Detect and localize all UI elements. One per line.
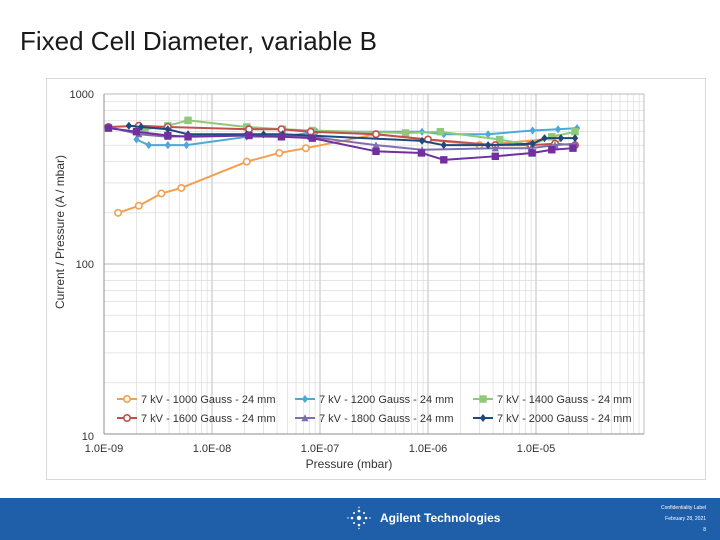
agilent-spark-icon <box>347 506 371 530</box>
data-point <box>548 146 556 154</box>
data-point <box>529 139 536 148</box>
legend-label: 7 kV - 1800 Gauss - 24 mm <box>319 413 454 425</box>
data-point <box>134 201 143 210</box>
legend-item: 7 kV - 1200 Gauss - 24 mm <box>295 394 454 406</box>
series-line <box>108 124 576 147</box>
data-point <box>164 125 172 134</box>
data-point <box>242 157 251 166</box>
data-point <box>495 135 504 144</box>
data-point <box>277 133 286 141</box>
legend-label: 7 kV - 1200 Gauss - 24 mm <box>319 394 454 406</box>
legend-label: 7 kV - 1600 Gauss - 24 mm <box>141 413 276 425</box>
data-point <box>436 128 445 136</box>
x-tick-label: 1.0E-05 <box>517 443 556 455</box>
data-point <box>164 141 172 150</box>
data-point <box>479 395 487 403</box>
data-point <box>125 121 133 130</box>
data-point <box>133 135 140 144</box>
data-point <box>123 413 132 422</box>
series-7 <box>104 124 577 164</box>
company-logo-text: Agilent Technologies <box>380 511 501 525</box>
data-point <box>137 122 145 131</box>
data-point <box>569 144 577 152</box>
page-number: 8 <box>703 527 706 533</box>
data-point <box>245 131 253 140</box>
data-point <box>440 141 447 150</box>
data-point <box>277 125 286 134</box>
footer-bar: Agilent Technologies Confidentiality Lab… <box>0 498 720 540</box>
y-axis-title: Current / Pressure (A / mbar) <box>53 155 67 309</box>
data-point <box>440 156 448 164</box>
data-point <box>372 147 380 156</box>
data-point <box>401 129 410 137</box>
data-point <box>557 134 565 143</box>
footer-meta: Confidentiality Label February 28, 2021 … <box>661 503 706 536</box>
data-point <box>184 133 192 141</box>
legend-item: 7 kV - 1000 Gauss - 24 mm <box>117 394 276 406</box>
y-tick-label: 10 <box>82 431 94 443</box>
line-chart: 1.0E-09 1.0E-08 1.0E-07 1.0E-06 1.0E-05 10 100… <box>53 89 645 471</box>
legend-item: 7 kV - 2000 Gauss - 24 mm <box>473 413 632 425</box>
data-point <box>479 414 487 422</box>
series-line <box>108 125 576 151</box>
x-tick-label: 1.0E-06 <box>409 443 448 455</box>
data-point <box>548 133 556 141</box>
data-point <box>132 128 141 136</box>
data-point <box>571 134 579 143</box>
data-point <box>571 128 579 136</box>
data-point <box>301 414 309 422</box>
data-point <box>275 148 284 157</box>
data-point <box>372 141 380 149</box>
data-point <box>417 149 426 157</box>
x-tick-label: 1.0E-08 <box>193 443 232 455</box>
legend-label: 7 kV - 1400 Gauss - 24 mm <box>497 394 632 406</box>
x-tick-label: 1.0E-07 <box>301 443 340 455</box>
x-tick-label: 1.0E-09 <box>85 443 124 455</box>
data-point <box>177 183 186 192</box>
slide-title: Fixed Cell Diameter, variable B <box>20 26 377 56</box>
legend-item: 7 kV - 1800 Gauss - 24 mm <box>295 413 454 425</box>
data-point <box>123 394 132 403</box>
x-axis-title: Pressure (mbar) <box>306 457 393 471</box>
legend-label: 7 kV - 2000 Gauss - 24 mm <box>497 413 632 425</box>
data-point <box>157 189 166 198</box>
confidentiality-label: Confidentiality Label <box>660 505 706 511</box>
data-point <box>164 131 172 140</box>
data-point <box>184 116 192 125</box>
footer-date: February 28, 2021 <box>665 516 706 522</box>
y-tick-label: 1000 <box>70 89 94 101</box>
legend-item: 7 kV - 1400 Gauss - 24 mm <box>473 394 632 406</box>
chart-frame: 1.0E-09 1.0E-08 1.0E-07 1.0E-06 1.0E-05 10 100… <box>46 78 706 480</box>
y-tick-label: 100 <box>76 259 94 271</box>
data-point <box>554 125 562 134</box>
data-point <box>491 152 500 161</box>
data-point <box>145 141 153 150</box>
data-point <box>301 144 310 153</box>
chart-legend: 7 kV - 1000 Gauss - 24 mm 7 kV - 1200 Gau… <box>117 394 632 425</box>
data-point <box>104 124 113 132</box>
legend-item: 7 kV - 1600 Gauss - 24 mm <box>117 413 276 425</box>
data-point <box>183 141 190 150</box>
data-point <box>418 136 426 145</box>
data-point <box>114 208 123 217</box>
data-point <box>371 130 380 139</box>
data-point <box>484 130 492 139</box>
data-point <box>529 126 536 135</box>
data-point <box>301 395 309 403</box>
data-point <box>484 141 492 150</box>
data-point <box>308 134 317 142</box>
data-point <box>528 149 536 157</box>
legend-label: 7 kV - 1000 Gauss - 24 mm <box>141 394 276 406</box>
data-point <box>491 144 499 152</box>
